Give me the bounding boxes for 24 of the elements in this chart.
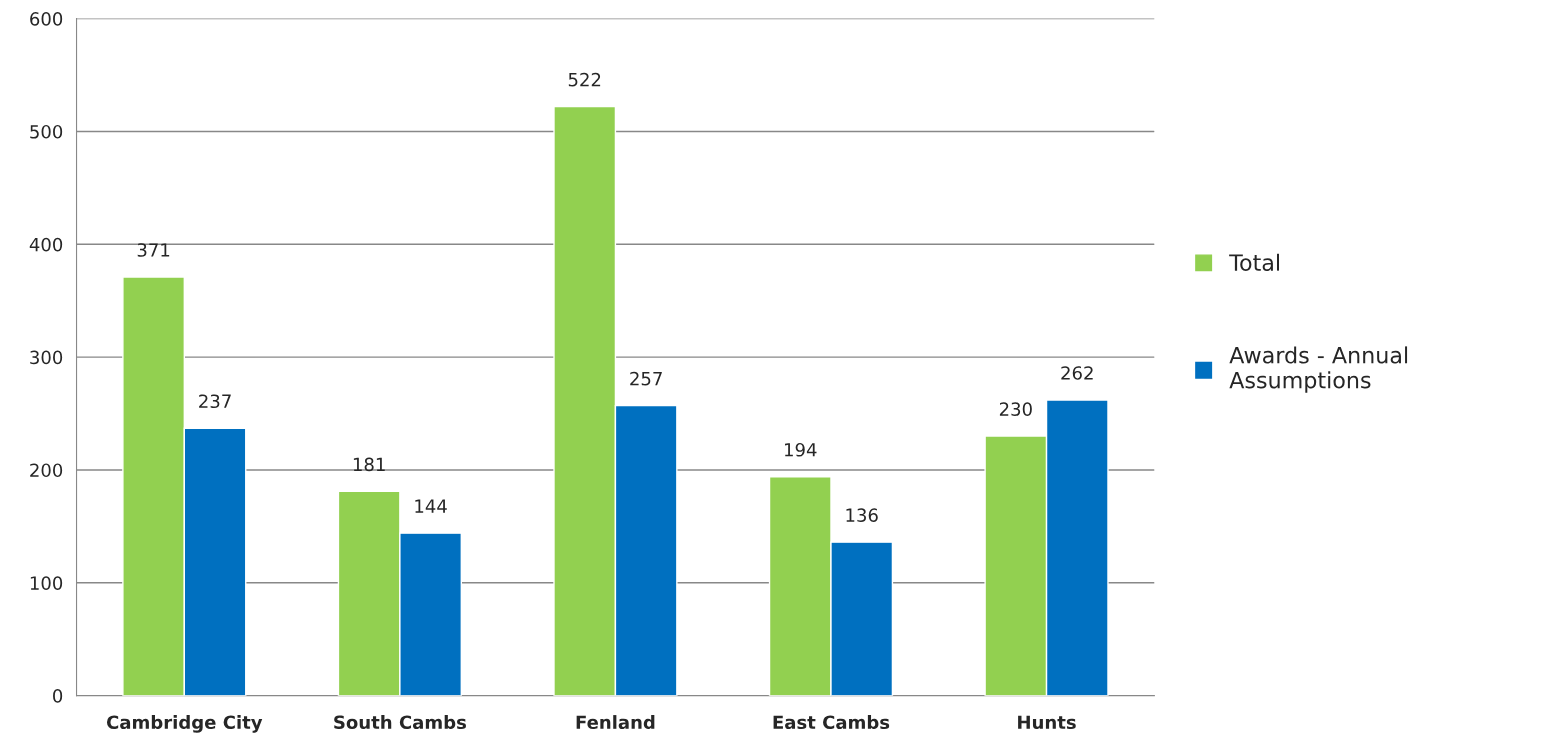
y-tick-label: 500 — [30, 124, 63, 139]
y-tick-label: 600 — [30, 12, 63, 26]
data-label: 257 — [630, 371, 662, 386]
y-tick-label: 0 — [53, 689, 63, 703]
x-tick-label: Fenland — [576, 715, 655, 730]
x-tick-label: East Cambs — [773, 715, 890, 730]
x-tick-label: South Cambs — [334, 715, 466, 730]
x-tick-label: Cambridge City — [106, 715, 263, 733]
data-label: 237 — [199, 394, 231, 409]
data-label: 181 — [353, 457, 385, 472]
data-label: 230 — [999, 402, 1032, 416]
data-label: 262 — [1061, 366, 1093, 380]
y-tick-label: 100 — [30, 576, 63, 590]
data-label: 136 — [846, 508, 878, 523]
legend-label: Awards - Annual Assumptions — [1229, 346, 1408, 393]
y-tick-label: 300 — [30, 350, 63, 365]
x-tick-label: Hunts — [1018, 715, 1076, 730]
data-label: 194 — [785, 442, 817, 457]
data-label: 522 — [568, 72, 601, 87]
y-tick-label: 200 — [30, 463, 63, 478]
legend-label: Total — [1229, 253, 1280, 271]
data-label: 371 — [137, 243, 170, 257]
y-tick-label: 400 — [29, 237, 63, 252]
data-label: 144 — [415, 499, 447, 513]
